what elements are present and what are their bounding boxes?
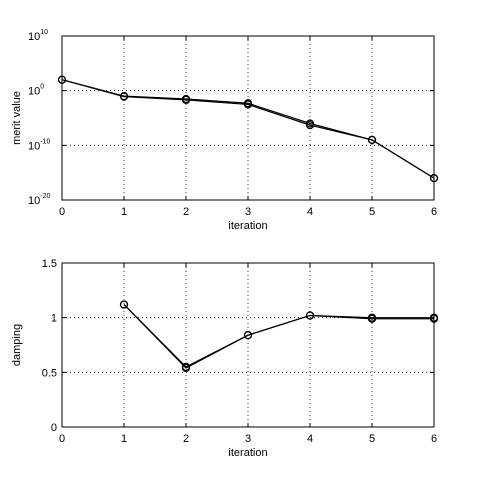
series-2-point [119,92,129,101]
y-tick-label: 10-10 [28,138,50,152]
x-tick-label: 0 [59,433,65,445]
x-tick-label: 6 [431,433,437,445]
series-2-point [181,363,191,373]
x-tick-label: 2 [183,433,189,445]
y-tick-label: 1 [51,313,57,325]
y-tick-label: 0 [51,422,57,434]
y-tick-label-exponent: 0 [40,84,44,91]
x-tick-label: 5 [369,206,375,218]
y-tick-label: 10-20 [28,193,50,207]
series-2-point [429,174,439,183]
x-tick-label: 6 [431,206,437,218]
y-axis-label: merit value [11,91,23,145]
x-tick-label: 0 [59,206,65,218]
x-axis-label: iteration [228,220,267,232]
y-tick-label-exponent: 10 [40,29,48,36]
x-tick-label: 5 [369,433,375,445]
series-2-point [367,314,377,323]
x-tick-label: 1 [121,206,127,218]
series-2-point [243,100,253,109]
x-tick-label: 2 [183,206,189,218]
y-tick-label-base: 10 [28,140,40,152]
series-2-point [181,95,191,105]
y-tick-label: 0.5 [42,367,57,379]
y-tick-label: 1.5 [42,258,57,270]
series-2-point [57,75,67,84]
y-tick-label-base: 10 [28,195,40,207]
series-2-point [305,311,315,320]
axes-2: 0 1 2 3 4 5 6 0 0.5 1 1.5 iteration damping [11,258,439,459]
y-tick-label: 1010 [28,29,48,43]
y-tick-label-exponent: -20 [40,193,50,200]
series-line-2 [123,304,434,369]
series-2-point [119,300,129,309]
y-tick-label-base: 10 [28,86,40,98]
series-2-point [243,331,253,340]
series-line-2 [61,79,435,179]
y-tick-label-base: 10 [28,31,40,43]
series-2-point [305,121,315,130]
y-tick-label: 100 [28,84,44,98]
x-tick-label: 4 [307,206,313,218]
x-axis-label: iteration [228,447,267,459]
y-tick-label-exponent: -10 [40,138,50,145]
x-tick-label: 3 [245,206,251,218]
y-axis-label: damping [11,324,23,366]
series-2-point [429,314,439,323]
series-2-point [367,135,377,144]
x-tick-label: 1 [121,433,127,445]
x-tick-label: 3 [245,433,251,445]
x-tick-label: 4 [307,433,313,445]
